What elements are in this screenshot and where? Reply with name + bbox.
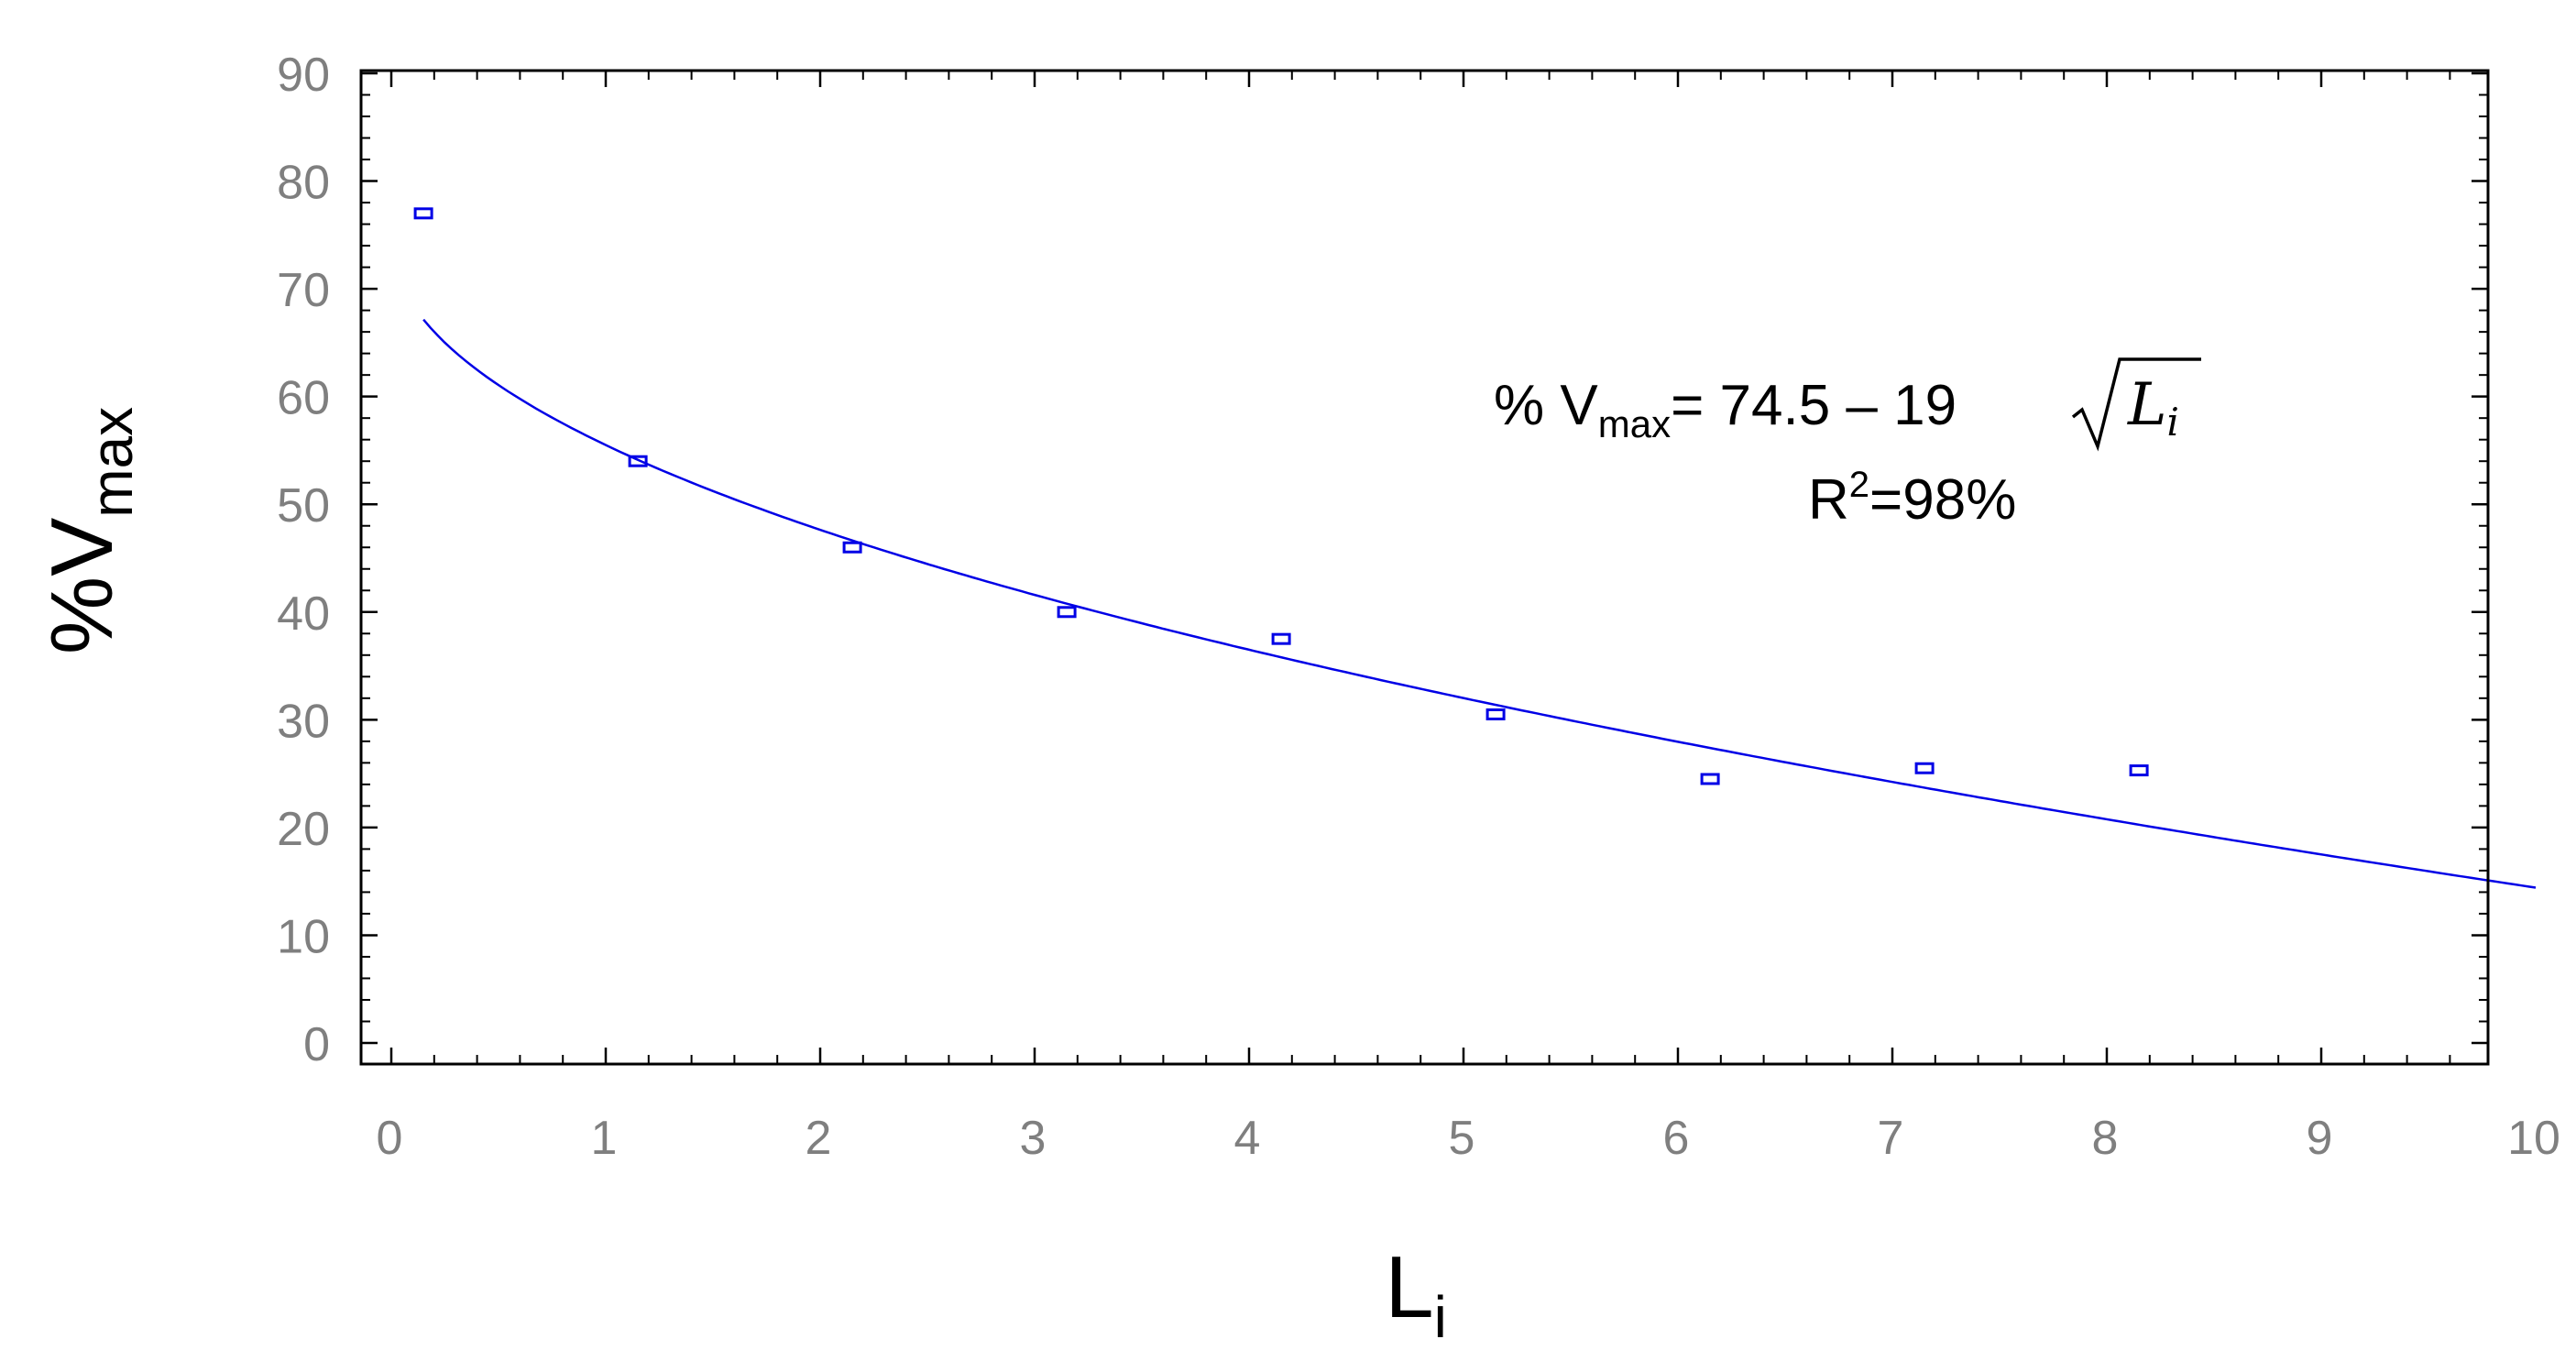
- svg-text:Li: Li: [2127, 371, 2179, 445]
- eq-sub: max: [1598, 402, 1671, 445]
- data-point: [2129, 764, 2149, 777]
- y-tick-label: 40: [277, 587, 330, 641]
- x-tick-labels: 0 1 2 3 4 5 6 7 8 9 10: [377, 1112, 2560, 1165]
- fit-layer: [422, 318, 2537, 889]
- data-point: [1485, 708, 1506, 720]
- r-squared-label: R2=98%: [1808, 465, 2016, 532]
- y-tick-label: 0: [303, 1018, 330, 1071]
- eq-sqrt-var: L: [2127, 371, 2167, 439]
- y-tick-label: 90: [277, 49, 330, 102]
- svg-text:% Vmax= 74.5 – 19: % Vmax= 74.5 – 19: [1494, 374, 1957, 445]
- x-tick-label: 8: [2092, 1112, 2119, 1165]
- data-point: [628, 455, 648, 467]
- x-tick-label: 9: [2307, 1112, 2333, 1165]
- x-tick-label: 2: [806, 1112, 832, 1165]
- y-tick-label: 70: [277, 264, 330, 317]
- x-tick-label: 10: [2507, 1112, 2560, 1165]
- minor-ticks: [361, 71, 2488, 1064]
- data-point: [413, 207, 433, 220]
- data-point: [1914, 762, 1935, 774]
- y-tick-label: 60: [277, 372, 330, 425]
- x-tick-label: 3: [1020, 1112, 1047, 1165]
- major-ticks: [361, 71, 2488, 1064]
- data-point: [842, 541, 862, 554]
- y-tick-label: 50: [277, 479, 330, 532]
- x-tick-label: 7: [1878, 1112, 1904, 1165]
- x-axis-title: Li: [1385, 1238, 1447, 1350]
- x-tick-label: 6: [1663, 1112, 1690, 1165]
- eq-prefix: % V: [1494, 374, 1598, 437]
- eq-sqrt-sub: i: [2167, 400, 2179, 445]
- points-layer: [413, 207, 2149, 785]
- data-point: [1271, 632, 1291, 645]
- eq-body: = 74.5 – 19: [1671, 374, 1957, 437]
- x-tick-label: 1: [591, 1112, 618, 1165]
- y-tick-label: 80: [277, 157, 330, 210]
- fit-equation: % Vmax= 74.5 – 19 Li: [1494, 357, 2201, 452]
- fit-curve: [422, 318, 2537, 889]
- y-tick-label: 10: [277, 910, 330, 963]
- y-tick-labels: 0 10 20 30 40 50 60 70 80 90: [277, 49, 330, 1071]
- y-axis-title: %Vmax: [33, 407, 145, 654]
- data-point: [1057, 606, 1077, 619]
- data-point: [1700, 773, 1720, 785]
- y-tick-label: 30: [277, 695, 330, 748]
- x-tick-label: 4: [1234, 1112, 1261, 1165]
- sqrt-sign: [2071, 357, 2201, 452]
- x-tick-label: 5: [1449, 1112, 1475, 1165]
- x-tick-label: 0: [377, 1112, 403, 1165]
- y-tick-label: 20: [277, 803, 330, 856]
- plot-frame: [359, 69, 2490, 1066]
